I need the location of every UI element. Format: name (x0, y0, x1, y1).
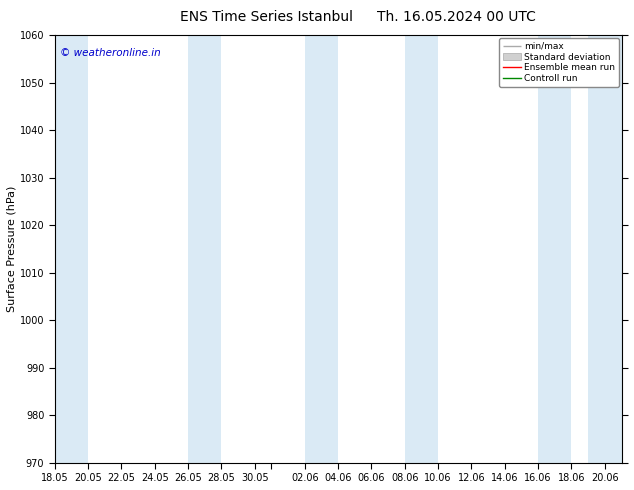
Bar (55, 35, 88, 463)
Bar (188, 35, 221, 463)
Bar (588, 35, 621, 463)
Y-axis label: Surface Pressure (hPa): Surface Pressure (hPa) (7, 186, 17, 312)
Text: © weatheronline.in: © weatheronline.in (60, 48, 161, 58)
Bar (538, 35, 571, 463)
Legend: min/max, Standard deviation, Ensemble mean run, Controll run: min/max, Standard deviation, Ensemble me… (499, 38, 619, 87)
Bar (404, 35, 438, 463)
Text: ENS Time Series Istanbul: ENS Time Series Istanbul (180, 10, 353, 24)
Text: Th. 16.05.2024 00 UTC: Th. 16.05.2024 00 UTC (377, 10, 536, 24)
Bar (305, 35, 338, 463)
